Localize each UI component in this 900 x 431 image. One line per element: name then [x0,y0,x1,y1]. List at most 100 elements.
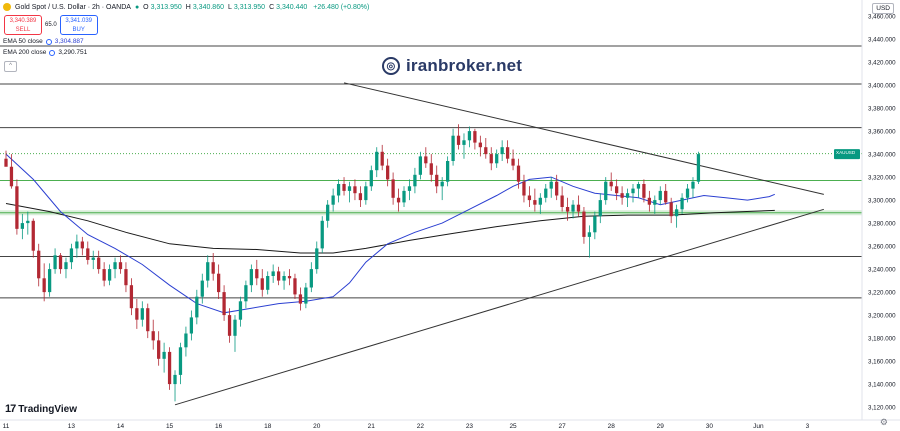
candle-body [97,257,101,270]
x-tick-label: 11 [3,423,10,430]
candle-body [571,204,575,212]
y-tick-label: 3,180.000 [868,336,896,343]
candle-body [364,186,368,201]
spread-value: 65.0 [45,22,57,28]
symbol-title[interactable]: Gold Spot / U.S. Dollar · 2h · OANDA [15,3,131,11]
sell-label: SELL [15,27,31,33]
candle-body [287,276,292,279]
candle-body [167,351,172,385]
candle-body [53,255,57,270]
y-tick-label: 3,320.000 [868,175,896,182]
candle-body [467,131,472,141]
candle-body [9,166,14,187]
price-axis [862,0,900,431]
candle-body [625,193,630,198]
candle-body [456,135,461,145]
candle-body [140,308,144,320]
currency-selector[interactable]: USD [872,3,894,14]
candle-body [685,188,690,198]
candle-body [653,200,657,205]
x-tick-label: 15 [166,423,174,430]
x-tick-label: 16 [215,423,223,430]
y-tick-label: 3,240.000 [868,267,896,274]
candle-body [298,294,303,304]
candle-body [266,276,270,290]
ohlc-item: O 3,313.950 [143,4,184,11]
candle-body [195,296,199,318]
candle-body [478,142,482,148]
candle-body [391,179,395,198]
ohlc-value: 3,313.950 [150,3,182,11]
gear-icon[interactable]: ⚙ [879,417,888,427]
candle-body [80,241,84,249]
candle-body [533,200,537,205]
candle-body [604,181,608,201]
candle-body [375,151,379,171]
candle-body [505,147,510,159]
candle-body [386,165,390,180]
y-tick-label: 3,460.000 [868,14,896,21]
candle-body [549,181,553,189]
y-tick-label: 3,400.000 [868,83,896,90]
ohlc-item: L 3,313.950 [228,4,267,11]
collapse-legend-icon[interactable]: ^ [4,61,17,72]
candle-body [118,262,123,270]
ema50-legend[interactable]: EMA 50 close 3,304.887 [3,38,84,45]
candle-body [495,154,499,164]
ohlc-key: L [228,3,232,11]
candle-body [609,181,613,187]
y-tick-label: 3,380.000 [868,106,896,113]
candle-body [538,197,542,205]
ohlc-readout: O 3,313.950 H 3,340.860 L 3,313.950 C 3,340.440… [143,4,373,11]
candle-body [418,156,423,175]
candle-body [227,315,232,336]
candle-body [107,269,112,281]
x-tick-label: 28 [608,423,616,430]
candle-body [402,190,406,203]
ema50-line [5,153,775,314]
candle-body [91,257,95,260]
candle-body [315,248,319,270]
x-tick-label: 13 [68,423,76,430]
candle-body [424,156,428,164]
candle-body [674,209,679,217]
candle-body [42,278,46,293]
x-tick-label: 29 [657,423,665,430]
ema200-settings-icon[interactable] [49,49,56,56]
tradingview-logo-icon: 17 [5,403,16,415]
candle-body [26,220,30,224]
y-tick-label: 3,120.000 [868,405,896,412]
ohlc-item: H 3,340.860 [186,4,226,11]
x-tick-label: 3 [806,423,810,430]
ohlc-value: 3,340.860 [192,3,224,11]
candle-body [69,248,74,263]
candle-body [238,301,243,320]
y-tick-label: 3,220.000 [868,290,896,297]
candle-body [598,200,602,217]
candle-body [560,195,564,207]
ema200-legend[interactable]: EMA 200 close 3,290.751 [3,49,87,56]
candle-body [516,165,521,182]
candle-body [582,211,586,237]
candle-body [326,204,330,221]
ema50-settings-icon[interactable] [45,38,52,45]
candle-body [129,285,134,309]
x-tick-label: 22 [417,423,425,430]
candle-body [162,351,166,359]
candle-body [15,186,19,229]
y-tick-label: 3,280.000 [868,221,896,228]
buy-button[interactable]: 3,341.039 BUY [59,15,98,35]
candle-body [320,220,324,249]
sell-button[interactable]: 3,340.389 SELL [4,15,42,35]
candle-body [255,269,259,279]
candle-body [293,278,297,295]
broker-logo-icon: ◎ [382,57,400,75]
candle-body [669,202,673,217]
candle-body [260,278,264,290]
tradingview-logo[interactable]: 17 TradingView [5,403,77,415]
candle-body [511,158,515,166]
y-tick-label: 3,440.000 [868,37,896,44]
trendline [343,82,824,195]
candle-body [342,184,346,191]
